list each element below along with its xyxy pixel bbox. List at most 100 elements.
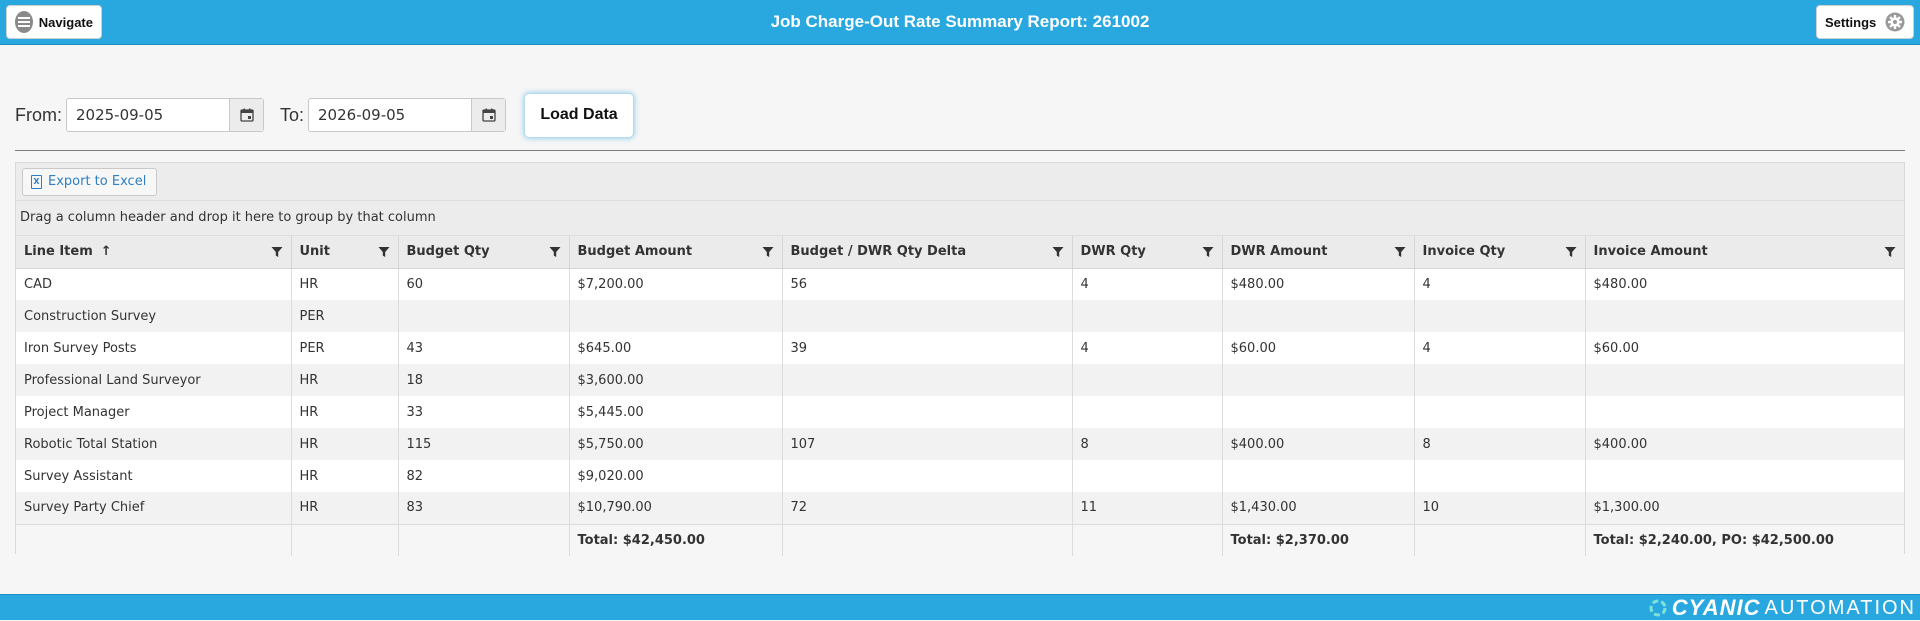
table-cell: 8	[1071, 428, 1222, 460]
settings-label: Settings	[1825, 14, 1877, 30]
navigate-button[interactable]: Navigate	[6, 5, 102, 39]
settings-button[interactable]: Settings	[1816, 5, 1914, 39]
filter-icon[interactable]	[271, 246, 283, 258]
cyanic-logo-icon	[1649, 599, 1667, 617]
table-cell	[781, 364, 1072, 396]
gear-icon	[1885, 12, 1905, 32]
table-row[interactable]: Survey Party Chief HR 83 $10,790.00 72 11 $1,4…	[16, 492, 1904, 524]
load-data-button[interactable]: Load Data	[524, 92, 635, 138]
column-header-label: Invoice Qty	[1422, 244, 1506, 260]
column-header-label: Budget Qty	[406, 244, 490, 260]
brand-secondary: AUTOMATION	[1764, 596, 1916, 619]
table-cell: 72	[781, 492, 1072, 524]
table-cell	[1221, 460, 1414, 492]
total-cell: Total: $42,450.00	[568, 523, 782, 556]
filter-icon[interactable]	[1052, 246, 1064, 258]
date-filter-row: From: To: Load Data	[15, 92, 635, 138]
column-header[interactable]: DWR Qty	[1071, 236, 1222, 269]
filter-icon[interactable]	[378, 246, 390, 258]
table-cell	[1584, 460, 1904, 492]
table-cell: $480.00	[1584, 268, 1904, 300]
table-cell: $400.00	[1221, 428, 1414, 460]
table-cell: 107	[781, 428, 1072, 460]
column-header-label: Budget Amount	[577, 244, 693, 260]
table-cell: $645.00	[568, 332, 782, 364]
table-row[interactable]: CAD HR 60 $7,200.00 56 4 $480.00 4 $480.00	[16, 268, 1904, 300]
column-header[interactable]: Budget / DWR Qty Delta	[781, 236, 1072, 269]
table-row[interactable]: Professional Land Surveyor HR 18 $3,600.00	[16, 364, 1904, 396]
filter-icon[interactable]	[1884, 246, 1896, 258]
table-cell: 10	[1413, 492, 1585, 524]
column-header[interactable]: Invoice Qty	[1413, 236, 1585, 269]
column-header[interactable]: Unit	[290, 236, 398, 269]
table-cell: $10,790.00	[568, 492, 782, 524]
table-cell: HR	[290, 396, 398, 428]
column-header-label: DWR Amount	[1230, 244, 1328, 260]
total-cell: Total: $2,240.00, PO: $42,500.00	[1584, 523, 1904, 556]
table-cell: $480.00	[1221, 268, 1414, 300]
table-cell: 56	[781, 268, 1072, 300]
filter-icon[interactable]	[1565, 246, 1577, 258]
totals-row: Total: $42,450.00 Total: $2,370.00 Total: …	[16, 523, 1904, 556]
table-cell: Construction Survey	[16, 300, 291, 332]
table-cell: Robotic Total Station	[16, 428, 291, 460]
table-cell: 18	[397, 364, 569, 396]
table-cell: 82	[397, 460, 569, 492]
table-cell: HR	[290, 492, 398, 524]
page-title: Job Charge-Out Rate Summary Report: 2610…	[770, 12, 1150, 31]
column-header[interactable]: DWR Amount	[1221, 236, 1414, 269]
column-header[interactable]: Invoice Amount	[1584, 236, 1904, 269]
table-cell: 4	[1071, 332, 1222, 364]
calendar-icon[interactable]	[471, 99, 506, 131]
total-cell	[1071, 523, 1222, 556]
column-header-label: DWR Qty	[1080, 244, 1146, 260]
to-date-input[interactable]	[309, 99, 472, 131]
calendar-icon[interactable]	[229, 99, 263, 131]
table-row[interactable]: Project Manager HR 33 $5,445.00	[16, 396, 1904, 428]
table-cell	[1221, 300, 1414, 332]
table-cell: $3,600.00	[568, 364, 782, 396]
from-date-input[interactable]	[67, 99, 229, 131]
column-header[interactable]: Line Item ↑	[16, 236, 291, 269]
table-cell: Project Manager	[24, 404, 130, 420]
bottom-bar: CYANIC AUTOMATION	[0, 594, 1920, 620]
filter-icon[interactable]	[549, 246, 561, 258]
table-cell: HR	[290, 428, 398, 460]
column-header-label: Line Item	[24, 244, 93, 260]
table-cell	[397, 300, 569, 332]
column-header-label: Unit	[299, 244, 330, 260]
table-cell: Professional Land Surveyor	[16, 364, 291, 396]
filter-icon[interactable]	[762, 246, 774, 258]
table-row[interactable]: Iron Survey Posts PER 43 $645.00 39 4 $60.00 4 $…	[16, 332, 1904, 364]
table-cell: 8	[1413, 428, 1585, 460]
table-cell	[1221, 364, 1414, 396]
filter-icon[interactable]	[1394, 246, 1406, 258]
table-cell	[1071, 460, 1222, 492]
table-cell	[1413, 364, 1585, 396]
table-cell: 83	[397, 492, 569, 524]
total-cell	[16, 523, 291, 556]
filter-icon[interactable]	[1202, 246, 1214, 258]
table-row[interactable]: Survey Assistant HR 82 $9,020.00	[16, 460, 1904, 492]
export-to-excel-button[interactable]: X Export to Excel	[22, 167, 158, 196]
table-row[interactable]: Robotic Total Station HR 115 $5,750.00 107 8 $…	[16, 428, 1904, 460]
column-header[interactable]: Budget Qty	[397, 236, 569, 269]
table-cell	[1584, 364, 1904, 396]
table-cell	[1413, 460, 1585, 492]
divider	[15, 150, 1905, 151]
menu-icon	[15, 11, 33, 33]
table-cell	[1413, 396, 1585, 428]
column-header[interactable]: Budget Amount	[568, 236, 782, 269]
summary-grid: X Export to Excel Drag a column header a…	[15, 162, 1905, 556]
column-header-label: Budget / DWR Qty Delta	[790, 244, 967, 260]
table-cell: $1,300.00	[1584, 492, 1904, 524]
table-cell: $5,445.00	[568, 396, 782, 428]
table-cell	[1221, 396, 1414, 428]
group-drop-area[interactable]: Drag a column header and drop it here to…	[16, 201, 1904, 236]
table-row[interactable]: Construction Survey PER	[16, 300, 1904, 332]
from-label: From:	[15, 104, 62, 125]
brand-logo: CYANIC AUTOMATION	[1648, 595, 1916, 621]
table-cell	[1413, 300, 1585, 332]
table-cell	[1071, 396, 1222, 428]
table-cell: $1,430.00	[1221, 492, 1414, 524]
